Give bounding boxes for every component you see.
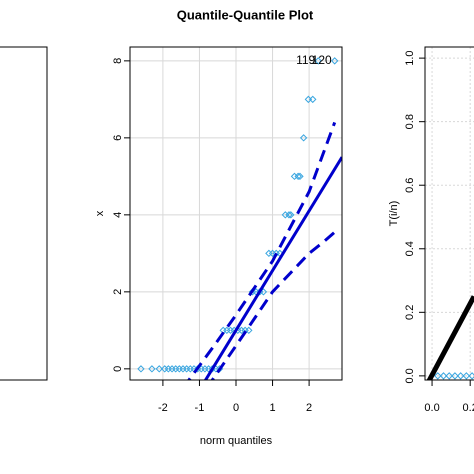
data-point — [309, 95, 317, 104]
line — [203, 156, 342, 380]
y-tick-label: 2 — [112, 289, 124, 295]
data-point — [451, 372, 459, 380]
x-tick-label: 1 — [269, 402, 275, 414]
data-point — [434, 372, 442, 380]
data-point — [287, 211, 295, 219]
x-axis-label: norm quantiles — [200, 435, 273, 447]
data-point — [462, 372, 471, 380]
y-tick-label: 0.0 — [404, 368, 416, 383]
data-point — [456, 372, 465, 380]
y-axis-label: x — [94, 210, 106, 216]
data-point — [148, 365, 156, 373]
x-tick-label: -1 — [195, 402, 205, 414]
y-tick-label: 0.2 — [404, 305, 416, 320]
data-point — [314, 57, 322, 65]
data-point — [245, 326, 253, 335]
data-point — [294, 172, 302, 181]
plot-area — [425, 47, 474, 380]
y-tick-label: 0.6 — [404, 178, 416, 193]
x-tick-label: 2 — [306, 402, 312, 414]
data-point — [296, 172, 304, 181]
y-axis-label: T(i/n) — [388, 201, 400, 227]
x-tick-label: 0 — [233, 402, 239, 414]
data-point — [445, 372, 453, 380]
data-point — [137, 365, 145, 373]
y-tick-label: 0 — [112, 366, 124, 372]
point-label: 119 — [296, 53, 315, 67]
y-tick-label: 0.4 — [404, 241, 416, 256]
data-point — [330, 57, 339, 65]
line — [187, 121, 337, 380]
point-label: 120 — [312, 53, 332, 67]
data-point — [285, 211, 293, 219]
x-tick-label: -2 — [158, 402, 168, 414]
data-point — [155, 365, 163, 373]
x-tick-label: 0.2 — [463, 402, 474, 414]
data-point — [439, 372, 448, 380]
y-tick-label: 8 — [112, 58, 124, 64]
line — [210, 231, 336, 380]
y-tick-label: 0.8 — [404, 114, 416, 129]
left-panel — [0, 46, 48, 381]
y-tick-label: 6 — [112, 135, 124, 141]
data-point — [304, 95, 313, 104]
y-tick-label: 4 — [112, 212, 124, 218]
data-point — [468, 372, 474, 380]
line — [426, 295, 474, 380]
plot-border — [424, 46, 474, 381]
chart-title: Quantile-Quantile Plot — [177, 7, 314, 22]
y-tick-label: 1.0 — [404, 50, 416, 65]
x-tick-label: 0.0 — [424, 402, 439, 414]
data-point — [299, 134, 308, 142]
plot-border — [129, 46, 343, 381]
plot-area — [130, 47, 342, 380]
